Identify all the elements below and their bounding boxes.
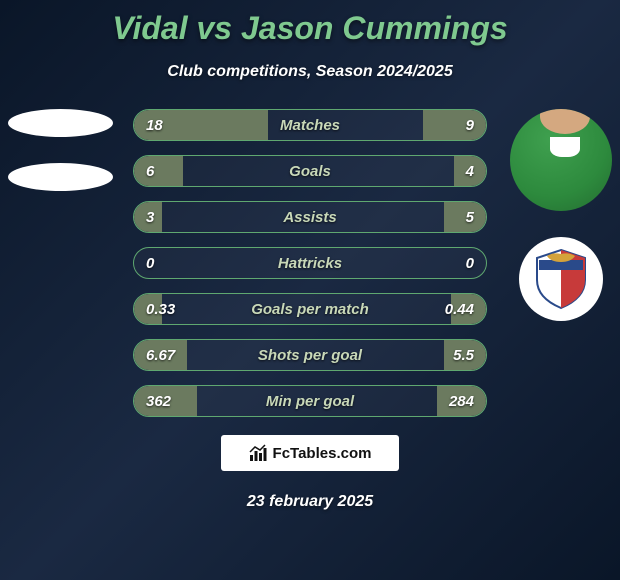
stat-value-left: 0.33	[146, 294, 175, 324]
stat-value-right: 4	[466, 156, 474, 186]
stat-label: Shots per goal	[134, 340, 486, 370]
stat-row: Assists3 5	[133, 201, 487, 233]
stat-row: Shots per goal6.67 5.5	[133, 339, 487, 371]
stat-label: Goals per match	[134, 294, 486, 324]
stat-row: Goals6 4	[133, 155, 487, 187]
stat-rows: Matches18 9 Goals6 4 Assists3 5 Hattricks0 0 Goa…	[133, 109, 487, 417]
stat-label: Matches	[134, 110, 486, 140]
stat-value-right: 5	[466, 202, 474, 232]
stat-value-left: 362	[146, 386, 171, 416]
stat-value-right: 284	[449, 386, 474, 416]
player-left-placeholder-2	[8, 163, 113, 191]
stat-value-left: 6.67	[146, 340, 175, 370]
comparison-date: 23 february 2025	[0, 493, 620, 511]
stat-row: Hattricks0 0	[133, 247, 487, 279]
player-right-club-badge	[519, 237, 603, 321]
stat-value-right: 9	[466, 110, 474, 140]
stat-label: Hattricks	[134, 248, 486, 278]
stat-label: Assists	[134, 202, 486, 232]
player-right-avatars	[510, 109, 612, 321]
stat-value-left: 18	[146, 110, 163, 140]
comparison-subtitle: Club competitions, Season 2024/2025	[0, 63, 620, 81]
player-left-placeholder-1	[8, 109, 113, 137]
jersey-icon	[510, 109, 612, 211]
stat-value-right: 0.44	[445, 294, 474, 324]
brand-box: FcTables.com	[221, 435, 399, 471]
comparison-title: Vidal vs Jason Cummings	[0, 0, 620, 47]
brand-text: FcTables.com	[273, 445, 372, 462]
stat-value-right: 0	[466, 248, 474, 278]
stat-value-left: 3	[146, 202, 154, 232]
stat-value-left: 6	[146, 156, 154, 186]
stat-row: Goals per match0.33 0.44	[133, 293, 487, 325]
stat-value-left: 0	[146, 248, 154, 278]
brand-chart-icon	[249, 444, 267, 462]
club-shield-icon	[533, 248, 589, 310]
stat-value-right: 5.5	[453, 340, 474, 370]
stat-row: Matches18 9	[133, 109, 487, 141]
player-right-photo	[510, 109, 612, 211]
stat-label: Min per goal	[134, 386, 486, 416]
stat-row: Min per goal362 284	[133, 385, 487, 417]
stat-label: Goals	[134, 156, 486, 186]
player-left-avatars	[8, 109, 113, 217]
comparison-area: Matches18 9 Goals6 4 Assists3 5 Hattricks0 0 Goa…	[0, 109, 620, 417]
